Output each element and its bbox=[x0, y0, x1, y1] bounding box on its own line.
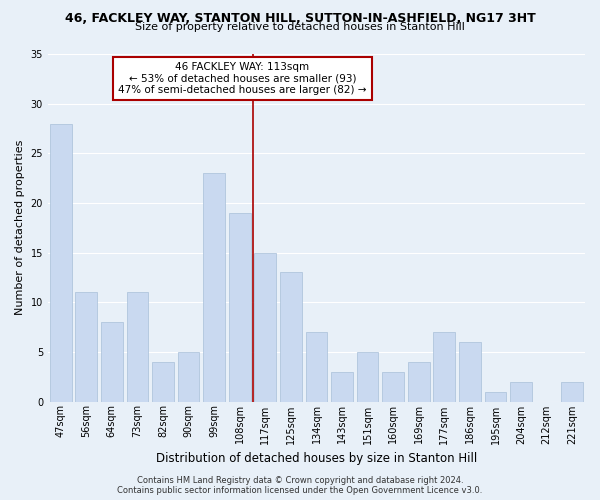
Bar bbox=[433, 332, 455, 402]
Bar bbox=[101, 322, 123, 402]
Bar bbox=[459, 342, 481, 402]
Bar bbox=[178, 352, 199, 402]
X-axis label: Distribution of detached houses by size in Stanton Hill: Distribution of detached houses by size … bbox=[156, 452, 477, 465]
Bar bbox=[510, 382, 532, 402]
Bar bbox=[254, 252, 276, 402]
Bar bbox=[76, 292, 97, 402]
Bar bbox=[152, 362, 174, 402]
Bar bbox=[127, 292, 148, 402]
Text: Size of property relative to detached houses in Stanton Hill: Size of property relative to detached ho… bbox=[135, 22, 465, 32]
Text: Contains HM Land Registry data © Crown copyright and database right 2024.
Contai: Contains HM Land Registry data © Crown c… bbox=[118, 476, 482, 495]
Bar bbox=[203, 173, 225, 402]
Y-axis label: Number of detached properties: Number of detached properties bbox=[15, 140, 25, 316]
Bar bbox=[357, 352, 379, 402]
Bar bbox=[331, 372, 353, 402]
Text: 46, FACKLEY WAY, STANTON HILL, SUTTON-IN-ASHFIELD, NG17 3HT: 46, FACKLEY WAY, STANTON HILL, SUTTON-IN… bbox=[65, 12, 535, 26]
Bar bbox=[485, 392, 506, 402]
Bar bbox=[305, 332, 328, 402]
Bar bbox=[408, 362, 430, 402]
Bar bbox=[562, 382, 583, 402]
Bar bbox=[382, 372, 404, 402]
Bar bbox=[229, 213, 251, 402]
Text: 46 FACKLEY WAY: 113sqm
← 53% of detached houses are smaller (93)
47% of semi-det: 46 FACKLEY WAY: 113sqm ← 53% of detached… bbox=[118, 62, 367, 95]
Bar bbox=[50, 124, 71, 402]
Bar bbox=[280, 272, 302, 402]
